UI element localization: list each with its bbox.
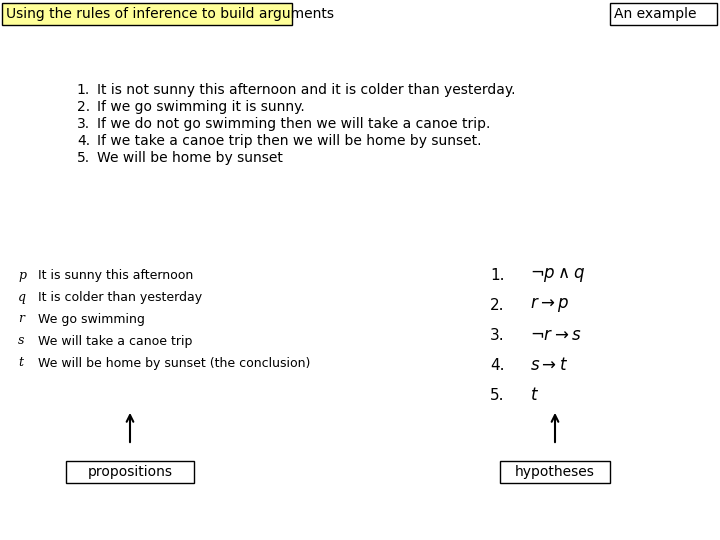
Text: If we do not go swimming then we will take a canoe trip.: If we do not go swimming then we will ta…: [97, 117, 490, 131]
FancyBboxPatch shape: [500, 461, 610, 483]
Text: p: p: [18, 268, 26, 281]
Text: $s \rightarrow t$: $s \rightarrow t$: [530, 356, 568, 374]
Text: 1.: 1.: [490, 267, 505, 282]
Text: 5.: 5.: [77, 151, 90, 165]
Text: We will take a canoe trip: We will take a canoe trip: [38, 334, 192, 348]
Text: 1.: 1.: [77, 83, 90, 97]
Text: 4.: 4.: [77, 134, 90, 148]
Text: 5.: 5.: [490, 388, 505, 402]
Text: 3.: 3.: [77, 117, 90, 131]
Text: 4.: 4.: [490, 357, 505, 373]
Text: 2.: 2.: [490, 298, 505, 313]
Text: q: q: [18, 291, 26, 303]
Text: It is not sunny this afternoon and it is colder than yesterday.: It is not sunny this afternoon and it is…: [97, 83, 516, 97]
Text: If we take a canoe trip then we will be home by sunset.: If we take a canoe trip then we will be …: [97, 134, 482, 148]
Text: It is sunny this afternoon: It is sunny this afternoon: [38, 268, 193, 281]
Text: If we go swimming it is sunny.: If we go swimming it is sunny.: [97, 100, 305, 114]
FancyBboxPatch shape: [2, 3, 292, 25]
Text: $t$: $t$: [530, 386, 539, 404]
Text: It is colder than yesterday: It is colder than yesterday: [38, 291, 202, 303]
Text: We will be home by sunset: We will be home by sunset: [97, 151, 283, 165]
FancyBboxPatch shape: [610, 3, 717, 25]
Text: $\neg r \rightarrow s$: $\neg r \rightarrow s$: [530, 326, 582, 344]
Text: hypotheses: hypotheses: [515, 465, 595, 479]
Text: Using the rules of inference to build arguments: Using the rules of inference to build ar…: [6, 7, 334, 21]
Text: s: s: [18, 334, 24, 348]
Text: 3.: 3.: [490, 327, 505, 342]
Text: We go swimming: We go swimming: [38, 313, 145, 326]
Text: An example: An example: [614, 7, 696, 21]
Text: propositions: propositions: [88, 465, 173, 479]
Text: $\neg p \wedge q$: $\neg p \wedge q$: [530, 266, 585, 284]
FancyBboxPatch shape: [66, 461, 194, 483]
Text: We will be home by sunset (the conclusion): We will be home by sunset (the conclusio…: [38, 356, 310, 369]
Text: t: t: [18, 356, 23, 369]
Text: $r \rightarrow p$: $r \rightarrow p$: [530, 295, 569, 314]
Text: 2.: 2.: [77, 100, 90, 114]
Text: r: r: [18, 313, 24, 326]
